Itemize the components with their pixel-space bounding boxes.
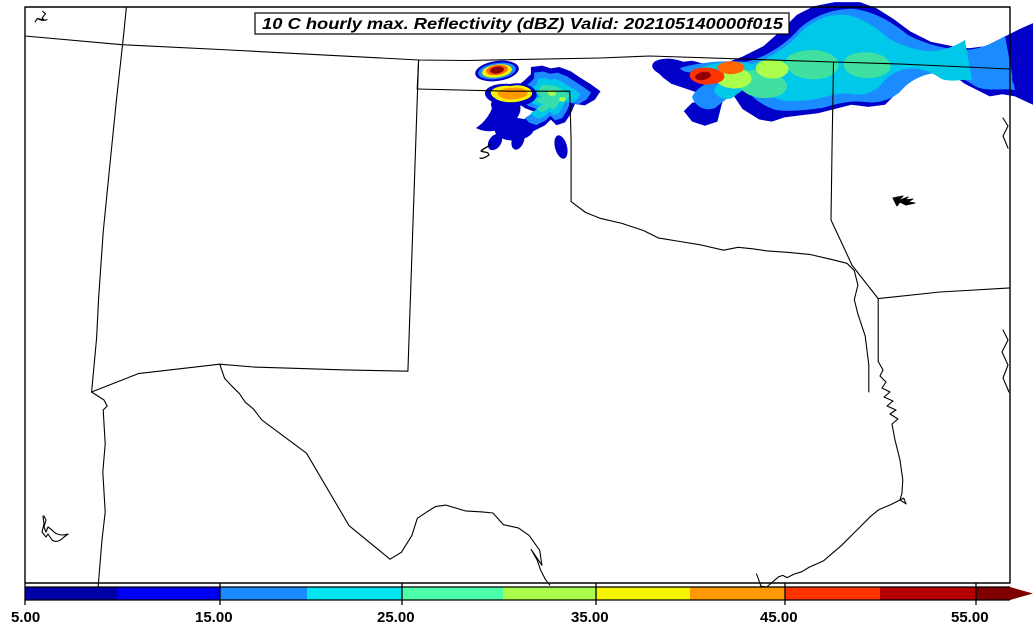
svg-text:55.00: 55.00 bbox=[951, 609, 989, 626]
svg-text:5.00: 5.00 bbox=[11, 609, 40, 626]
svg-text:15.00: 15.00 bbox=[195, 609, 233, 626]
svg-text:35.00: 35.00 bbox=[571, 609, 609, 626]
svg-text:10 C hourly max. Reflectivity: 10 C hourly max. Reflectivity (dBZ) Vali… bbox=[262, 16, 783, 33]
svg-text:25.00: 25.00 bbox=[377, 609, 415, 626]
svg-text:45.00: 45.00 bbox=[760, 609, 798, 626]
